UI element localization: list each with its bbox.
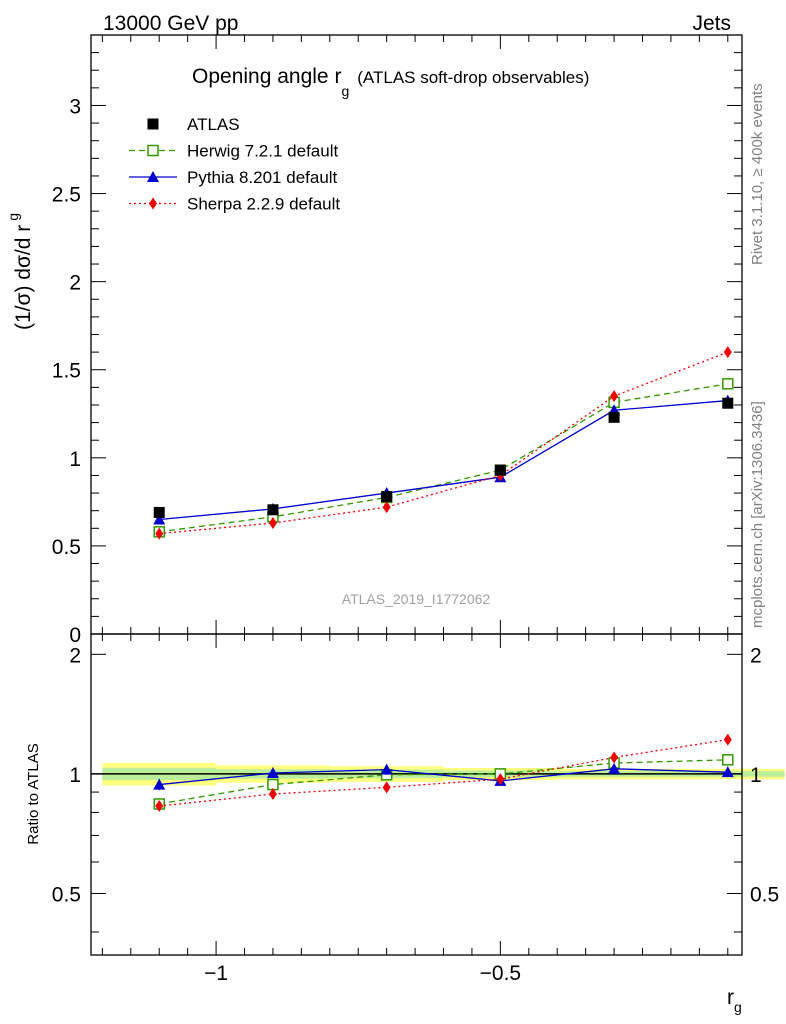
data-point — [610, 390, 619, 403]
xlabel-main: r — [727, 986, 734, 1009]
data-point — [155, 527, 164, 540]
data-point — [268, 517, 277, 530]
ratio-y-tick-label: 2 — [69, 644, 81, 667]
data-point — [722, 397, 734, 409]
data-point — [496, 773, 505, 786]
svg-text:(1/σ) dσ/d rg: (1/σ) dσ/d r g — [5, 213, 35, 330]
legend-entry: Sherpa 2.2.9 default — [129, 195, 340, 214]
y-tick-label: 1.5 — [52, 360, 81, 383]
title-extra: (ATLAS soft-drop observables) — [357, 68, 589, 87]
category-label: Jets — [692, 12, 731, 35]
y-tick-label: 0 — [69, 624, 81, 647]
legend-marker — [147, 118, 159, 130]
legend-marker — [149, 197, 157, 210]
title-main: Opening angle r — [192, 65, 341, 88]
atlas-data — [153, 397, 734, 518]
ratio-y-tick-label-right: 0.5 — [750, 883, 779, 906]
y-tick-label: 0.5 — [52, 536, 81, 559]
data-point — [153, 513, 166, 525]
ylabel-sub: g — [5, 213, 21, 221]
ratio-y-tick-label-right: 2 — [750, 644, 762, 667]
data-point — [610, 751, 619, 764]
ylabel-main: (1/σ) dσ/d r — [12, 225, 35, 330]
data-point — [268, 787, 277, 800]
data-point — [722, 378, 734, 390]
data-point — [153, 506, 165, 518]
legend-entry: Pythia 8.201 default — [129, 168, 338, 187]
data-point — [266, 767, 279, 779]
data-point — [723, 733, 732, 746]
series-line — [159, 399, 728, 521]
legend-label: Pythia 8.201 default — [187, 168, 338, 187]
main-title: Opening angle rg (ATLAS soft-drop observa… — [192, 65, 589, 99]
data-point — [381, 491, 393, 503]
xlabel-sub: g — [734, 999, 742, 1015]
ratio-series-2 — [155, 733, 732, 813]
main-panel: 0 0.5 1 1.5 2 2.5 3 — [52, 34, 743, 647]
data-point — [380, 763, 393, 775]
series-line — [159, 768, 728, 786]
rivet-label: Rivet 3.1.10, ≥ 400k events — [749, 83, 766, 265]
legend-label: Sherpa 2.2.9 default — [187, 195, 340, 214]
legend-marker — [147, 144, 159, 157]
series-line — [159, 383, 728, 533]
x-tick-label: −1 — [204, 962, 228, 985]
legend: ATLAS Herwig 7.2.1 default Pythia 8.201 de… — [129, 115, 340, 214]
y-tick-label: 3 — [69, 95, 81, 118]
ratio-series-1 — [153, 762, 734, 791]
panel-frame — [90, 633, 743, 956]
legend-label: Herwig 7.2.1 default — [187, 142, 338, 161]
data-point — [267, 504, 279, 516]
ratio-y-tick-label-right: 1 — [750, 764, 762, 787]
legend-marker — [147, 171, 159, 182]
y-tick-label: 1 — [69, 448, 81, 471]
y-tick-label: 2 — [69, 272, 81, 295]
ratio-y-tick-label: 1 — [69, 764, 81, 787]
ratio-y-tick-label: 0.5 — [52, 883, 81, 906]
series-line — [159, 351, 729, 535]
y-tick-label: 2.5 — [52, 184, 81, 207]
main-ylabel: (1/σ) dσ/d r g — [5, 213, 35, 330]
energy-label: 13000 GeV pp — [103, 12, 238, 35]
ratio-xlabel: rg — [727, 986, 742, 1015]
data-point — [382, 501, 391, 514]
x-tick-label: −0.5 — [480, 962, 521, 985]
data-point — [721, 766, 734, 778]
series-line — [159, 738, 728, 807]
analysis-watermark: ATLAS_2019_I1772062 — [342, 591, 491, 607]
data-point — [608, 411, 620, 423]
legend-entry: Herwig 7.2.1 default — [129, 142, 338, 161]
mcplots-label: mcplots.cern.ch [arXiv:1306.3436] — [749, 401, 766, 628]
series-1 — [153, 394, 734, 525]
data-point — [608, 762, 621, 774]
data-point — [722, 754, 734, 766]
series-2 — [155, 346, 732, 540]
legend-label: ATLAS — [187, 115, 240, 134]
data-point — [382, 781, 391, 794]
ratio-panel: 0.5 0.5 1 1 2 2 −1 −0.5 — [52, 633, 785, 985]
series-0 — [153, 378, 734, 538]
data-point — [155, 800, 164, 813]
legend-entry: ATLAS — [147, 115, 240, 134]
title-sub: g — [341, 83, 349, 99]
data-point — [723, 346, 732, 359]
data-point — [153, 778, 166, 790]
data-point — [494, 464, 506, 476]
ratio-ylabel: Ratio to ATLAS — [25, 743, 42, 844]
